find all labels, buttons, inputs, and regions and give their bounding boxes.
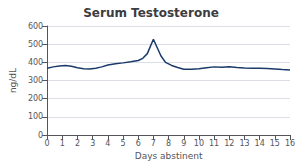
svg-text:7: 7	[151, 139, 156, 148]
svg-text:Days abstinent: Days abstinent	[135, 151, 203, 161]
svg-text:8: 8	[166, 139, 171, 148]
svg-text:15: 15	[270, 139, 280, 148]
svg-text:10: 10	[194, 139, 204, 148]
svg-text:14: 14	[255, 139, 265, 148]
svg-text:600: 600	[28, 22, 43, 31]
svg-text:6: 6	[136, 139, 141, 148]
svg-text:ng/dL: ng/dL	[8, 68, 18, 93]
svg-text:200: 200	[28, 94, 43, 103]
svg-text:2: 2	[75, 139, 80, 148]
svg-text:12: 12	[224, 139, 234, 148]
svg-text:400: 400	[28, 58, 43, 67]
svg-text:16: 16	[285, 139, 295, 148]
svg-text:500: 500	[28, 40, 43, 49]
svg-text:5: 5	[121, 139, 126, 148]
svg-text:0: 0	[38, 131, 43, 140]
svg-text:300: 300	[28, 76, 43, 85]
svg-text:3: 3	[90, 139, 95, 148]
svg-text:1: 1	[60, 139, 65, 148]
svg-text:0: 0	[45, 139, 50, 148]
svg-text:13: 13	[239, 139, 249, 148]
svg-text:11: 11	[209, 139, 219, 148]
svg-text:9: 9	[181, 139, 186, 148]
svg-text:4: 4	[105, 139, 110, 148]
svg-text:Serum Testosterone: Serum Testosterone	[83, 6, 219, 20]
svg-text:100: 100	[28, 112, 43, 121]
